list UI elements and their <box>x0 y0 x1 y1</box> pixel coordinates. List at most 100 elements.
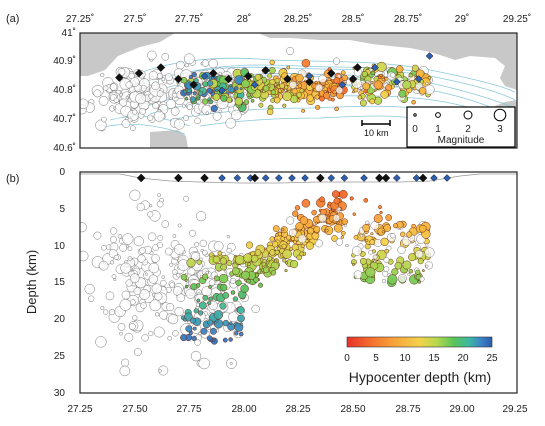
hypocenter-marker <box>155 312 159 316</box>
epicenter-marker <box>298 84 302 88</box>
hypocenter-marker <box>385 249 389 253</box>
epicenter-marker <box>192 72 197 77</box>
depth-tick-label: 15 <box>54 277 66 288</box>
epicenter-marker <box>354 88 358 92</box>
panel-b-x-ticks: 27.25 27.50 27.75 28.00 28.25 28.50 28.7… <box>67 404 527 415</box>
epicenter-marker <box>128 118 132 122</box>
hypocenter-marker <box>381 238 389 246</box>
hypocenter-marker <box>118 234 122 238</box>
y-axis-label: Depth (km) <box>24 250 39 314</box>
epicenter-marker <box>181 77 187 83</box>
epicenter-marker <box>187 104 192 109</box>
epicenter-marker <box>283 104 287 108</box>
epicenter-marker <box>255 74 261 80</box>
hypocenter-marker <box>393 223 398 228</box>
hypocenter-marker <box>272 241 278 247</box>
epicenter-marker <box>195 118 201 124</box>
magnitude-label: 3 <box>497 124 503 135</box>
epicenter-marker <box>360 100 366 106</box>
epicenter-marker <box>403 81 411 89</box>
hypocenter-marker <box>202 274 208 280</box>
epicenter-marker <box>126 96 129 99</box>
hypocenter-marker <box>289 229 296 236</box>
hypocenter-marker <box>140 247 146 253</box>
lon-tick-label: 27.50 <box>122 404 147 415</box>
epicenter-marker <box>182 104 185 107</box>
hypocenter-marker <box>253 277 258 282</box>
epicenter-marker <box>380 74 383 77</box>
hypocenter-marker <box>180 334 187 341</box>
hypocenter-marker <box>271 271 276 276</box>
hypocenter-marker <box>189 230 195 236</box>
panel-b-y-ticks: 0 5 10 15 20 25 30 <box>54 167 66 399</box>
hypocenter-marker <box>366 268 376 278</box>
hypocenter-marker <box>334 224 342 232</box>
hypocenter-marker <box>419 225 426 232</box>
epicenter-marker <box>412 100 416 104</box>
epicenter-marker <box>275 79 279 83</box>
hypocenter-marker <box>373 255 377 259</box>
hypocenter-marker <box>166 303 174 311</box>
epicenter-marker <box>382 78 385 81</box>
epicenter-marker <box>209 100 213 104</box>
hypocenter-marker <box>371 233 374 236</box>
epicenter-marker <box>271 90 276 95</box>
hypocenter-marker <box>270 250 276 256</box>
epicenter-marker <box>149 71 158 80</box>
epicenter-marker <box>409 73 413 77</box>
hypocenter-marker <box>169 263 173 267</box>
hypocenter-marker <box>374 214 382 222</box>
colorbar-title: Hypocenter depth (km) <box>349 369 491 385</box>
hypocenter-marker <box>328 202 331 205</box>
epicenter-marker <box>154 111 164 121</box>
epicenter-marker <box>165 74 172 81</box>
hypocenter-marker <box>241 285 249 293</box>
hypocenter-marker <box>365 239 368 242</box>
panel-a-top-ticks: 27.25˚ 27.5˚ 27.75˚ 28˚ 28.25˚ 28.5˚ 28.… <box>66 13 531 25</box>
hypocenter-marker <box>178 224 181 227</box>
epicenter-marker <box>190 97 196 103</box>
hypocenter-marker <box>354 235 358 239</box>
hypocenter-marker <box>191 283 197 289</box>
hypocenter-marker <box>233 297 238 302</box>
hypocenter-marker <box>157 201 163 207</box>
epicenter-marker <box>315 95 319 99</box>
depth-tick-label: 30 <box>54 388 66 399</box>
hypocenter-marker <box>94 232 101 239</box>
hypocenter-marker <box>194 309 199 314</box>
hypocenter-marker <box>109 309 115 315</box>
hypocenter-marker <box>160 280 166 286</box>
hypocenter-marker <box>158 194 161 197</box>
hypocenter-marker <box>162 276 165 279</box>
top-tick-label: 28˚ <box>237 13 251 25</box>
depth-tick-label: 25 <box>54 351 66 362</box>
hypocenter-marker <box>273 226 279 232</box>
epicenter-marker <box>335 107 339 111</box>
colorbar-gradient <box>347 337 492 347</box>
hypocenter-marker <box>142 334 149 341</box>
hypocenter-marker <box>258 283 263 288</box>
hypocenter-marker <box>200 240 207 247</box>
hypocenter-marker <box>296 222 304 230</box>
hypocenter-marker <box>149 331 154 336</box>
hypocenter-marker <box>210 328 216 334</box>
hypocenter-marker <box>276 233 279 236</box>
epicenter-marker <box>219 110 222 113</box>
hypocenter-marker <box>374 239 382 247</box>
depth-tick-label: 0 <box>59 167 65 178</box>
epicenter-marker <box>399 90 406 97</box>
top-tick-label: 29.25˚ <box>503 13 531 25</box>
epicenter-marker <box>371 81 374 84</box>
hypocenter-marker <box>110 261 114 265</box>
hypocenter-marker <box>165 248 172 255</box>
hypocenter-marker <box>395 262 402 269</box>
epicenter-marker <box>302 59 310 67</box>
epicenter-marker <box>371 71 375 75</box>
hypocenter-marker <box>346 244 349 247</box>
hypocenter-marker <box>229 338 233 342</box>
hypocenter-marker <box>130 190 141 201</box>
epicenter-marker <box>202 99 208 105</box>
epicenter-marker <box>99 96 108 105</box>
epicenter-marker <box>213 112 221 120</box>
hypocenter-marker <box>114 278 116 280</box>
